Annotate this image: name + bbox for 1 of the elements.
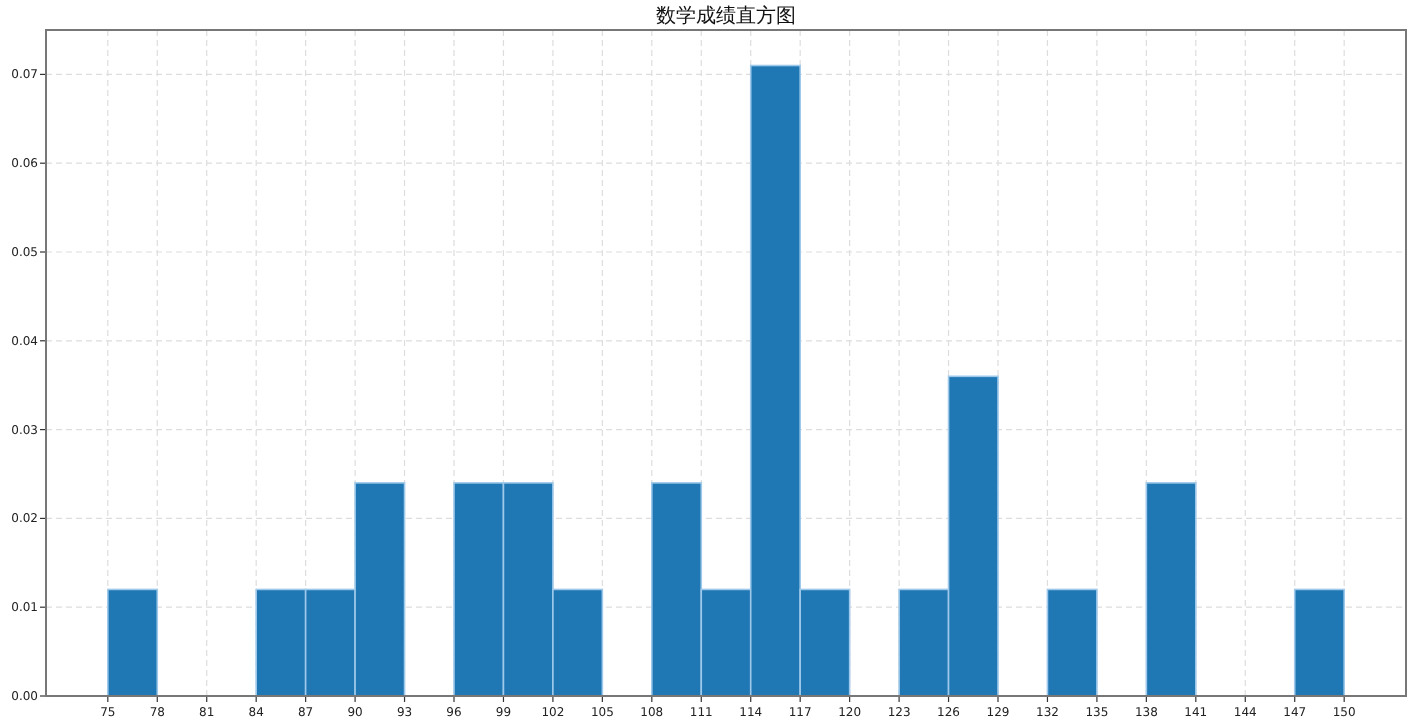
chart-title: 数学成绩直方图 (656, 4, 796, 28)
